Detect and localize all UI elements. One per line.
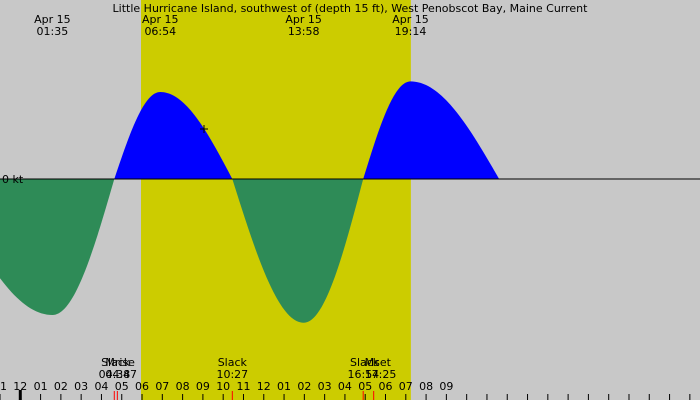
event-label: Mset xyxy=(365,356,392,369)
current-time-marker xyxy=(200,125,208,133)
hour-tick-label: 10 xyxy=(216,380,230,393)
extreme-time-label: 13:58 xyxy=(288,25,320,38)
hour-tick-label: 07 xyxy=(399,380,413,393)
hour-tick-label: 12 xyxy=(257,380,271,393)
hour-tick-label: 04 xyxy=(94,380,108,393)
extreme-time-label: 01:35 xyxy=(37,25,69,38)
hour-tick-label: 11 xyxy=(0,380,7,393)
hour-tick-label: 03 xyxy=(74,380,88,393)
event-label: Slack xyxy=(350,356,380,369)
hour-tick-label: 01 xyxy=(277,380,291,393)
hour-tick-label: 04 xyxy=(338,380,352,393)
hour-tick-label: 01 xyxy=(34,380,48,393)
event-time-label: 04:38 xyxy=(99,368,131,381)
ebb-area xyxy=(114,92,233,179)
flood-area xyxy=(232,179,364,323)
event-label: Slack xyxy=(218,356,248,369)
hour-tick-label: 05 xyxy=(358,380,372,393)
event-time-label: 16:54 xyxy=(347,368,379,381)
hour-tick-label: 03 xyxy=(318,380,332,393)
hour-tick-label: 09 xyxy=(196,380,210,393)
hour-tick-label: 09 xyxy=(439,380,453,393)
hour-tick-label: 06 xyxy=(379,380,393,393)
hour-tick-label: 02 xyxy=(297,380,311,393)
hour-tick-label: 08 xyxy=(419,380,433,393)
extreme-time-label: 19:14 xyxy=(395,25,427,38)
zero-knot-label: 0 kt xyxy=(2,173,24,186)
hour-tick-label: 11 xyxy=(236,380,250,393)
extreme-time-label: 06:54 xyxy=(144,25,176,38)
ebb-area xyxy=(363,81,500,179)
extreme-date-label: Apr 15 xyxy=(285,13,322,26)
hour-tick-label: 06 xyxy=(135,380,149,393)
hour-tick-label: 05 xyxy=(115,380,129,393)
event-label: Mrise xyxy=(105,356,135,369)
extreme-date-label: Apr 15 xyxy=(142,13,179,26)
event-time-label: 04:47 xyxy=(105,368,137,381)
chart-title: Little Hurricane Island, southwest of (d… xyxy=(113,2,589,15)
event-label: Slack xyxy=(101,356,131,369)
flood-area xyxy=(0,179,115,315)
event-time-label: 17:25 xyxy=(365,368,397,381)
hour-tick-label: 08 xyxy=(176,380,190,393)
extreme-date-label: Apr 15 xyxy=(392,13,429,26)
hour-tick-label: 07 xyxy=(155,380,169,393)
hour-tick-label: 02 xyxy=(54,380,68,393)
hour-tick-label: 12 xyxy=(13,380,27,393)
extreme-date-label: Apr 15 xyxy=(34,13,71,26)
event-time-label: 10:27 xyxy=(216,368,248,381)
